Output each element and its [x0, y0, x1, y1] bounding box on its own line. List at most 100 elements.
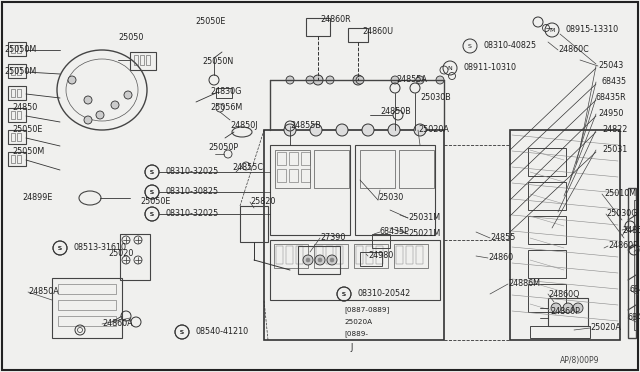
Text: 08310-32025: 08310-32025: [166, 167, 220, 176]
Bar: [240, 206, 268, 242]
Circle shape: [303, 255, 313, 265]
Text: N: N: [447, 65, 452, 71]
Bar: [264, 130, 444, 340]
Text: 25050E: 25050E: [195, 17, 225, 26]
Bar: [11, 111, 15, 119]
Circle shape: [414, 124, 426, 136]
Text: 25056M: 25056M: [210, 103, 243, 112]
Text: 25050: 25050: [118, 33, 143, 42]
Bar: [11, 67, 15, 75]
Text: 08540-41210: 08540-41210: [196, 327, 249, 337]
Text: 24860A: 24860A: [102, 320, 132, 328]
Circle shape: [353, 75, 363, 85]
Circle shape: [563, 303, 573, 313]
Text: 68435: 68435: [602, 77, 627, 87]
Text: 24860P: 24860P: [608, 241, 638, 250]
Text: S: S: [342, 292, 346, 296]
Bar: [326, 246, 333, 264]
Circle shape: [327, 255, 337, 265]
Text: S: S: [468, 44, 472, 48]
Text: S: S: [342, 292, 346, 296]
Text: S: S: [150, 170, 154, 174]
Bar: [360, 150, 395, 188]
Text: 25050E: 25050E: [12, 125, 42, 135]
Text: S: S: [150, 212, 154, 217]
Circle shape: [326, 76, 334, 84]
Bar: [406, 246, 413, 264]
Text: 08310-30825: 08310-30825: [166, 187, 219, 196]
Bar: [17, 111, 21, 119]
Circle shape: [573, 303, 583, 313]
Text: 25030: 25030: [378, 193, 403, 202]
Circle shape: [84, 116, 92, 124]
Bar: [354, 244, 388, 268]
Text: 24855B: 24855B: [290, 122, 321, 131]
Bar: [58, 284, 116, 294]
Bar: [17, 155, 21, 163]
Bar: [277, 169, 286, 182]
Text: 24860U: 24860U: [362, 28, 393, 36]
Circle shape: [336, 124, 348, 136]
Text: M: M: [549, 28, 555, 32]
Text: 27390: 27390: [320, 234, 346, 243]
Text: 24855A: 24855A: [396, 76, 427, 84]
Bar: [416, 246, 423, 264]
Text: 08513-31610: 08513-31610: [74, 244, 127, 253]
Text: 25030B: 25030B: [420, 93, 451, 103]
Text: 08310-32025: 08310-32025: [166, 209, 220, 218]
Text: 08310-40825: 08310-40825: [484, 42, 537, 51]
Text: 24899E: 24899E: [22, 193, 52, 202]
Bar: [394, 244, 428, 268]
Bar: [366, 246, 373, 264]
Text: 25050E: 25050E: [140, 198, 170, 206]
Text: [0889-: [0889-: [344, 331, 368, 337]
Text: 08310-20542: 08310-20542: [358, 289, 412, 298]
Text: 24822: 24822: [602, 125, 627, 135]
Bar: [11, 133, 15, 141]
Bar: [548, 298, 588, 326]
Bar: [348, 28, 368, 42]
Bar: [360, 252, 382, 266]
Bar: [396, 246, 403, 264]
Circle shape: [416, 76, 424, 84]
Circle shape: [388, 124, 400, 136]
Bar: [528, 148, 566, 176]
Text: 24830G: 24830G: [210, 87, 241, 96]
Text: S: S: [180, 330, 184, 334]
Circle shape: [286, 76, 294, 84]
Text: 25020A: 25020A: [590, 324, 621, 333]
Bar: [17, 133, 21, 141]
Circle shape: [318, 258, 322, 262]
Text: 24860: 24860: [488, 253, 513, 263]
Bar: [530, 326, 590, 338]
Bar: [277, 152, 286, 165]
Bar: [120, 234, 150, 280]
Text: J: J: [350, 343, 352, 353]
Bar: [8, 64, 26, 78]
Bar: [216, 88, 232, 98]
Bar: [8, 152, 26, 166]
Text: 25050M: 25050M: [4, 67, 36, 77]
Text: 25020A: 25020A: [418, 125, 449, 135]
Bar: [336, 246, 343, 264]
Bar: [8, 42, 26, 56]
Text: 24860Q: 24860Q: [622, 225, 640, 234]
Text: [0887-0889]: [0887-0889]: [344, 307, 389, 313]
Bar: [58, 300, 116, 310]
Text: 68435R: 68435R: [596, 93, 627, 103]
Circle shape: [124, 91, 132, 99]
Text: 24850: 24850: [12, 103, 37, 112]
Text: 24850B: 24850B: [380, 108, 411, 116]
Text: 24855: 24855: [490, 234, 515, 243]
Text: 24850A: 24850A: [28, 288, 59, 296]
Bar: [356, 246, 363, 264]
Text: S: S: [150, 170, 154, 174]
Circle shape: [96, 111, 104, 119]
Circle shape: [330, 258, 334, 262]
Text: 08911-10310: 08911-10310: [464, 64, 517, 73]
Text: 25030G: 25030G: [606, 209, 637, 218]
Circle shape: [284, 124, 296, 136]
Bar: [11, 89, 15, 97]
Bar: [301, 152, 310, 165]
Circle shape: [313, 75, 323, 85]
